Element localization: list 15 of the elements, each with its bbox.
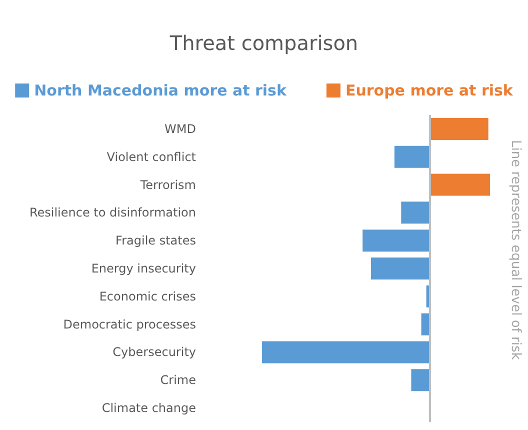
y-tick-label: Resilience to disinformation: [29, 206, 196, 220]
y-tick-label: Cybersecurity: [112, 345, 196, 360]
y-tick-label: Fragile states: [116, 234, 196, 248]
y-tick-label: Climate change: [102, 401, 196, 416]
y-tick-label: Terrorism: [139, 178, 196, 192]
y-tick-label: Democratic processes: [63, 317, 196, 332]
legend-label: Europe more at risk: [345, 82, 514, 100]
y-tick-label: Energy insecurity: [91, 262, 196, 276]
ref-line-label: Line represents equal level of risk: [508, 140, 523, 360]
legend-label: North Macedonia more at risk: [34, 82, 288, 100]
y-tick-label: WMD: [164, 122, 196, 136]
y-tick-label: Economic crises: [99, 289, 196, 304]
y-tick-label: Crime: [160, 373, 196, 388]
chart-title: Threat comparison: [168, 31, 358, 55]
y-tick-label: Violent conflict: [106, 150, 196, 164]
